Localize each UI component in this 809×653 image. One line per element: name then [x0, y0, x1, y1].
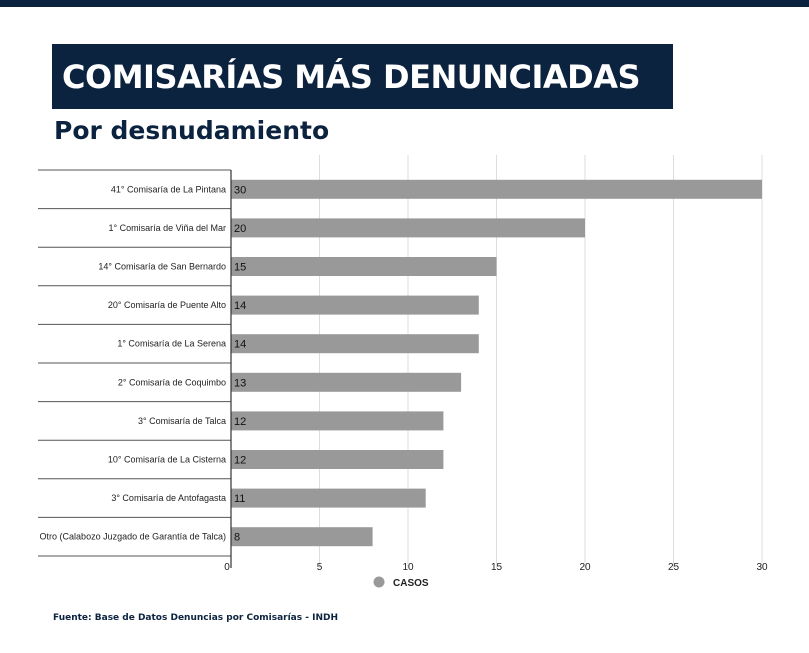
- category-label: 10° Comisaría de La Cisterna: [108, 455, 226, 465]
- category-label: 14° Comisaría de San Bernardo: [98, 262, 226, 272]
- bar: [231, 295, 479, 315]
- category-label: 1° Comisaría de Viña del Mar: [109, 223, 227, 233]
- bar: [231, 450, 444, 469]
- data-label: 15: [234, 262, 246, 274]
- bar: [231, 257, 497, 276]
- data-label: 8: [234, 532, 240, 544]
- x-tick-label: 5: [317, 562, 323, 573]
- data-label: 12: [234, 455, 246, 467]
- bar: [231, 372, 462, 392]
- chart-title: COMISARÍAS MÁS DENUNCIADAS: [62, 57, 641, 96]
- bar: [231, 527, 373, 547]
- category-label: 3° Comisaría de Talca: [138, 416, 226, 426]
- bar: [231, 179, 762, 199]
- category-label: 20° Comisaría de Puente Alto: [108, 300, 226, 310]
- top-accent-strip: [0, 0, 809, 7]
- legend-label: CASOS: [393, 578, 429, 589]
- data-label: 20: [234, 223, 246, 235]
- x-tick-label: 20: [579, 562, 591, 573]
- category-label: 1° Comisaría de La Serena: [117, 339, 226, 349]
- data-label: 12: [234, 416, 246, 428]
- x-tick-label: 30: [756, 562, 768, 573]
- bar: [231, 488, 426, 508]
- x-tick-label: 0: [224, 562, 230, 573]
- bar: [231, 218, 585, 238]
- bar-chart: 30 41° Comisaría de La Pintana 20 1° Comisa…: [38, 155, 768, 589]
- x-tick-label: 25: [668, 562, 680, 573]
- category-label: 41° Comisaría de La Pintana: [111, 184, 226, 194]
- category-label: Otro (Calabozo Juzgado de Garantía de Ta…: [40, 532, 226, 542]
- x-tick-label: 10: [402, 562, 414, 573]
- data-label: 14: [234, 339, 246, 351]
- data-label: 11: [234, 493, 245, 505]
- title-banner: COMISARÍAS MÁS DENUNCIADAS: [52, 44, 673, 109]
- category-label: 2° Comisaría de Coquimbo: [118, 377, 226, 387]
- data-label: 30: [234, 184, 246, 196]
- bar: [231, 334, 479, 354]
- data-label: 13: [234, 377, 246, 389]
- bar: [231, 411, 444, 431]
- legend-swatch: [373, 576, 385, 588]
- chart-subtitle: Por desnudamiento: [54, 116, 330, 145]
- x-tick-label: 15: [491, 562, 503, 573]
- data-label: 14: [234, 300, 246, 312]
- category-label: 3° Comisaría de Antofagasta: [111, 493, 226, 503]
- source-note: Fuente: Base de Datos Denuncias por Comi…: [53, 613, 338, 623]
